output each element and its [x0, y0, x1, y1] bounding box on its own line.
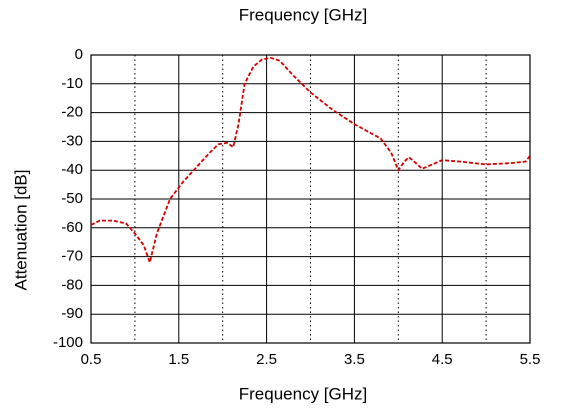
x-tick-label: 5.5	[520, 351, 541, 368]
x-axis-label: Frequency [GHz]	[239, 384, 368, 403]
y-axis-label: Attenuation [dB]	[11, 170, 30, 291]
plot-frame	[90, 54, 531, 344]
y-tick-label: -80	[61, 276, 83, 293]
y-tick-label: -90	[61, 305, 83, 322]
y-tick-label: -100	[53, 334, 83, 351]
y-tick-label: -20	[61, 104, 83, 121]
x-tick-label: 2.5	[256, 351, 277, 368]
y-tick-label: -60	[61, 219, 83, 236]
y-tick-label: -50	[61, 190, 83, 207]
data-line	[90, 56, 531, 266]
chart-title: Frequency [GHz]	[239, 5, 368, 24]
y-tick-label: -40	[61, 161, 83, 178]
x-tick-label: 3.5	[344, 351, 365, 368]
x-tick-label: 4.5	[432, 351, 453, 368]
y-tick-label: 0	[75, 46, 83, 63]
x-tick-label: 1.5	[168, 351, 189, 368]
y-tick-label: -70	[61, 248, 83, 265]
y-tick-label: -10	[61, 75, 83, 92]
x-tick-label: 0.5	[81, 351, 102, 368]
y-tick-label: -30	[61, 132, 83, 149]
